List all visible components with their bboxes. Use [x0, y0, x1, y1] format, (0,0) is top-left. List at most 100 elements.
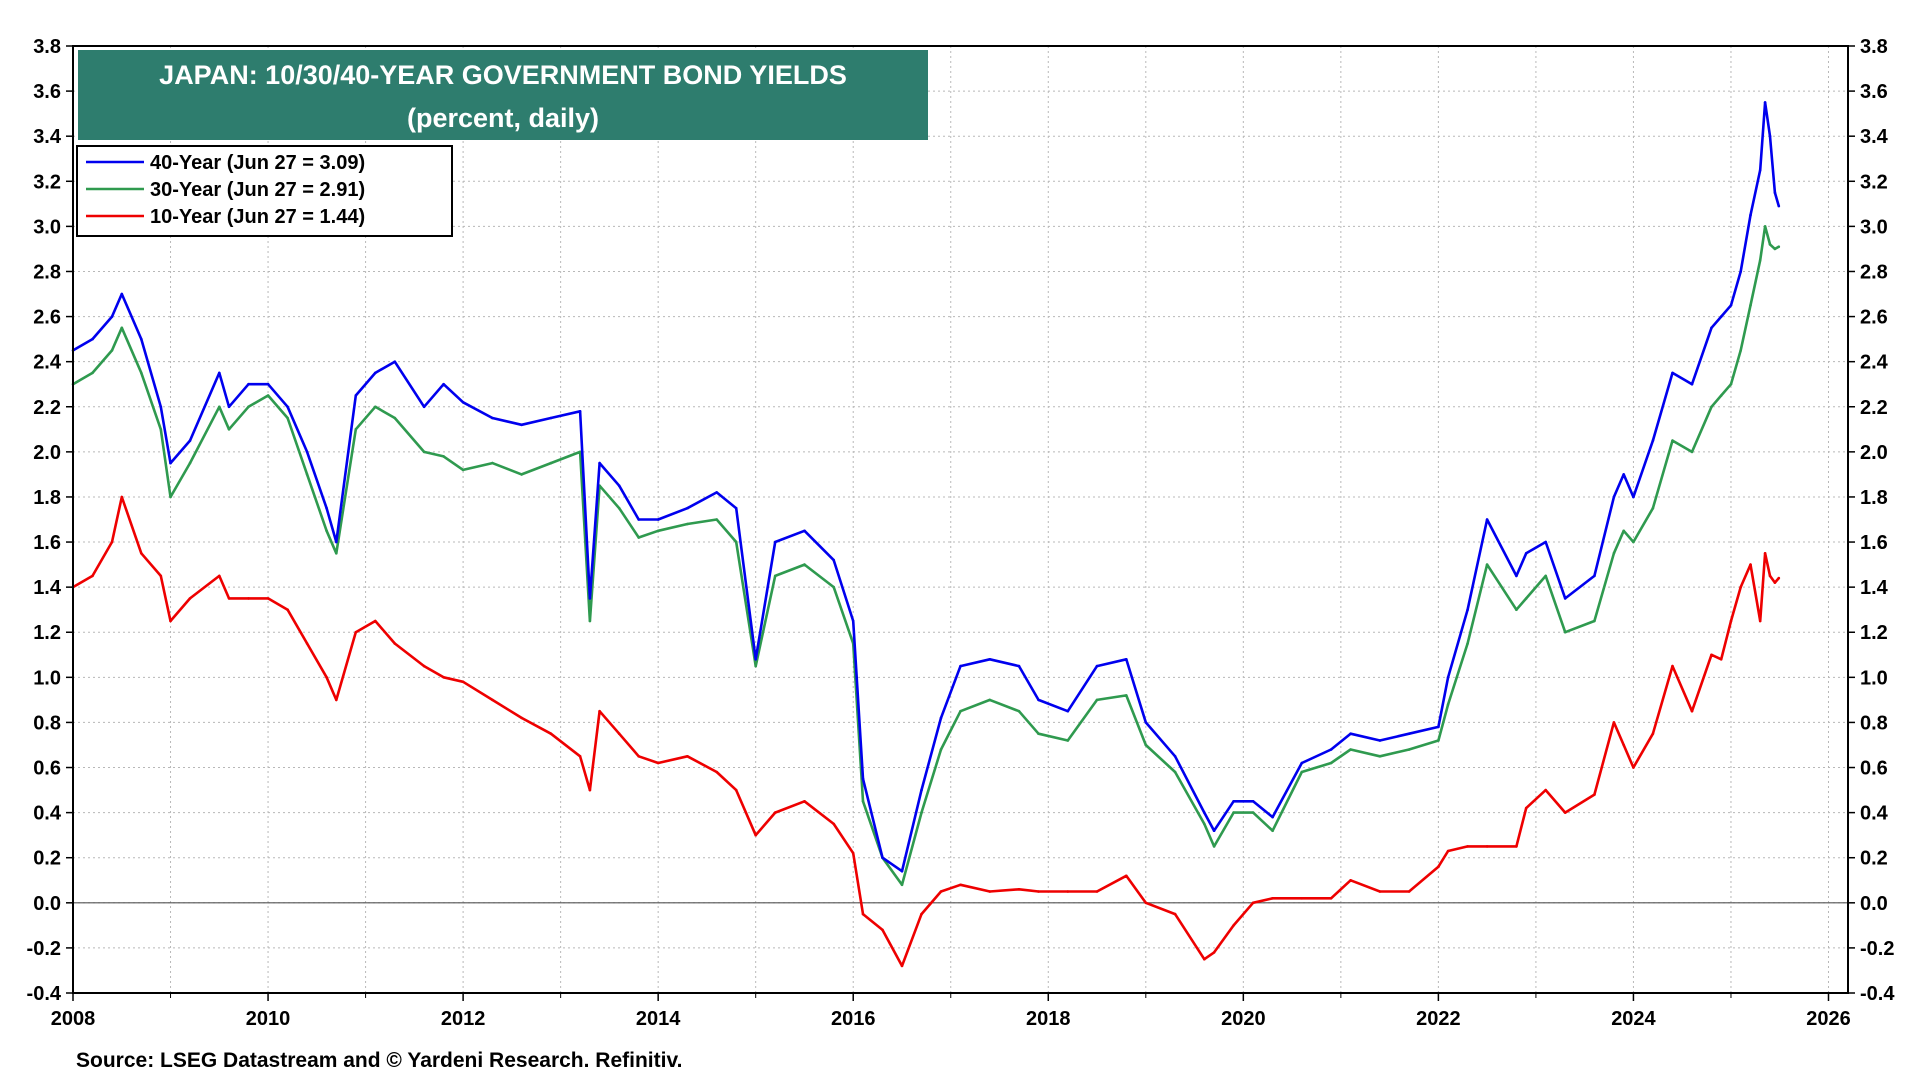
- data-point-30y: [520, 473, 523, 476]
- data-point-40y: [1768, 134, 1772, 138]
- data-point-40y: [1125, 658, 1128, 661]
- data-point-10y: [1300, 897, 1304, 900]
- data-point-30y: [549, 461, 553, 465]
- y-tick-label-left: 1.0: [33, 667, 61, 689]
- data-point-10y: [803, 800, 806, 803]
- data-point-10y: [1173, 912, 1177, 916]
- data-point-10y: [920, 912, 923, 916]
- data-point-10y: [110, 540, 114, 544]
- data-point-30y: [1632, 540, 1635, 544]
- data-point-30y: [1671, 439, 1674, 442]
- data-point-10y: [1232, 924, 1235, 927]
- data-point-10y: [773, 811, 777, 814]
- data-point-40y: [188, 439, 192, 442]
- data-point-40y: [1544, 540, 1547, 544]
- y-tick-label-right: 2.4: [1860, 352, 1889, 374]
- data-point-40y: [1466, 608, 1469, 611]
- y-tick-label-left: 1.2: [33, 622, 61, 644]
- data-point-40y: [803, 529, 806, 533]
- data-point-30y: [442, 455, 445, 458]
- y-tick-label-right: 3.6: [1860, 81, 1888, 103]
- data-point-10y: [832, 822, 835, 826]
- data-point-30y: [1378, 755, 1382, 758]
- data-point-40y: [442, 382, 445, 386]
- data-point-40y: [1037, 698, 1040, 702]
- data-point-10y: [1749, 563, 1752, 566]
- data-point-40y: [1632, 495, 1635, 499]
- data-point-10y: [1329, 897, 1333, 900]
- data-point-10y: [1739, 585, 1742, 589]
- data-point-40y: [286, 405, 289, 409]
- y-tick-label-left: 0.4: [33, 803, 62, 825]
- data-point-10y: [1037, 890, 1040, 893]
- y-tick-label-left: 0.0: [33, 893, 61, 915]
- data-point-30y: [461, 468, 465, 472]
- data-point-40y: [1671, 371, 1674, 375]
- data-point-10y: [598, 709, 601, 713]
- data-point-30y: [1407, 748, 1411, 751]
- data-point-30y: [734, 540, 738, 544]
- y-tick-label-left: 0.2: [33, 848, 61, 870]
- data-point-40y: [656, 518, 660, 521]
- data-point-30y: [159, 428, 163, 431]
- data-point-30y: [1524, 597, 1528, 600]
- data-point-10y: [393, 642, 397, 645]
- data-point-40y: [1773, 191, 1777, 194]
- data-point-40y: [1144, 721, 1148, 724]
- data-point-40y: [140, 337, 143, 341]
- y-tick-label-right: 0.0: [1860, 893, 1888, 915]
- data-point-10y: [335, 698, 338, 702]
- data-point-40y: [218, 371, 221, 375]
- data-point-30y: [754, 664, 757, 668]
- data-point-10y: [1593, 793, 1596, 796]
- data-point-30y: [266, 394, 270, 397]
- data-point-30y: [1651, 506, 1655, 510]
- data-point-10y: [686, 755, 689, 758]
- data-point-40y: [1203, 811, 1206, 814]
- data-point-30y: [1037, 732, 1040, 735]
- y-tick-label-right: 1.0: [1860, 667, 1888, 689]
- data-point-30y: [861, 800, 865, 803]
- data-point-10y: [266, 597, 270, 600]
- data-point-30y: [1563, 630, 1567, 634]
- data-point-30y: [803, 563, 806, 566]
- y-tick-label-right: 3.8: [1860, 36, 1888, 58]
- data-point-10y: [1622, 743, 1625, 747]
- title-box: JAPAN: 10/30/40-YEAR GOVERNMENT BOND YIE…: [78, 50, 928, 140]
- x-tick-label: 2018: [1026, 1008, 1071, 1030]
- data-point-10y: [1671, 664, 1674, 668]
- data-point-10y: [549, 732, 553, 735]
- data-point-30y: [1593, 619, 1596, 623]
- data-point-30y: [1271, 829, 1274, 832]
- data-point-30y: [1173, 770, 1177, 774]
- data-point-10y: [715, 770, 718, 774]
- x-tick-label: 2016: [831, 1008, 876, 1030]
- plot-frame: [72, 45, 1849, 994]
- data-point-10y: [1515, 845, 1518, 848]
- data-point-30y: [588, 619, 592, 623]
- data-point-10y: [1251, 901, 1255, 905]
- data-point-30y: [686, 522, 689, 526]
- data-point-30y: [1768, 243, 1772, 246]
- data-point-30y: [354, 428, 358, 431]
- data-point-30y: [140, 371, 143, 375]
- data-point-40y: [520, 423, 523, 427]
- series-40y: [71, 101, 1781, 873]
- data-point-30y: [920, 811, 923, 814]
- data-point-40y: [1710, 326, 1713, 330]
- data-point-10y: [939, 890, 943, 893]
- data-point-30y: [832, 585, 835, 589]
- data-point-30y: [1251, 811, 1255, 814]
- data-point-30y: [1777, 245, 1781, 248]
- data-point-10y: [1651, 732, 1655, 735]
- data-point-40y: [169, 461, 172, 465]
- data-point-10y: [1544, 788, 1547, 792]
- data-point-10y: [959, 883, 962, 887]
- data-point-40y: [1515, 574, 1518, 578]
- x-tick-label: 2020: [1221, 1008, 1266, 1030]
- y-tick-label-right: -0.4: [1860, 983, 1895, 1005]
- data-point-10y: [1144, 901, 1148, 905]
- data-point-10y: [169, 619, 172, 623]
- data-point-40y: [1066, 709, 1070, 713]
